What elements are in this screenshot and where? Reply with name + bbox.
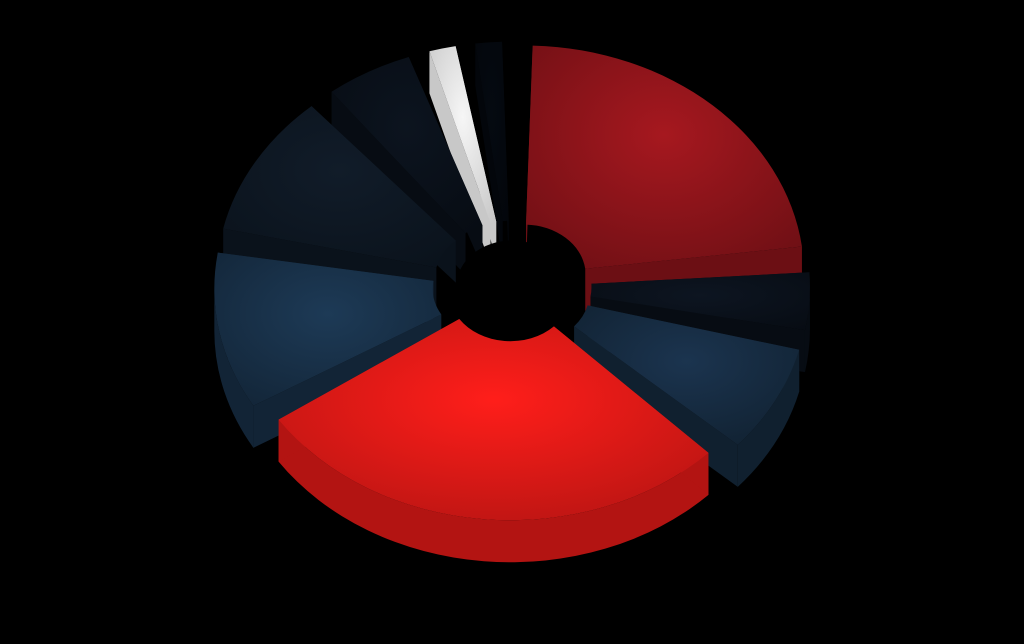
pie-chart <box>0 0 1024 644</box>
pie-hub <box>457 241 568 332</box>
pie-slice-0 <box>526 46 802 269</box>
